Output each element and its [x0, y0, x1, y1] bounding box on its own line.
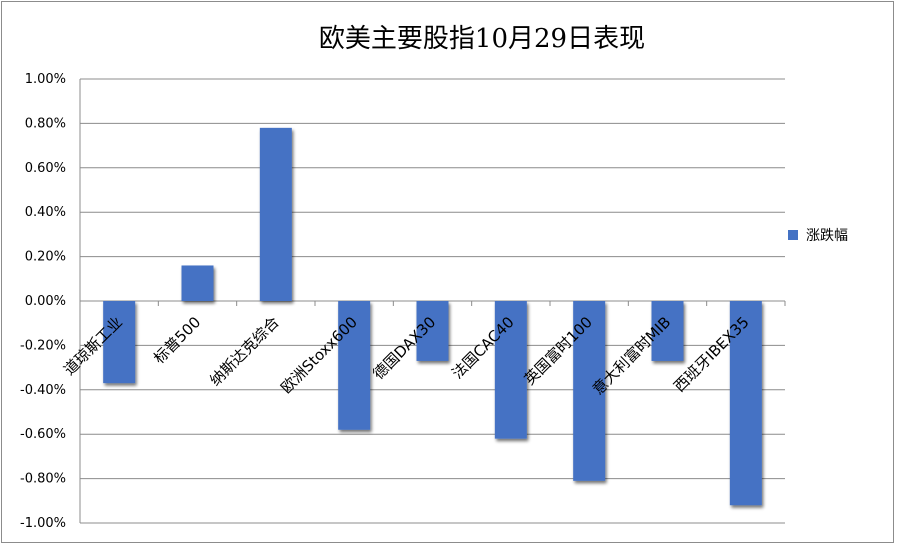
bar-8	[651, 301, 684, 361]
bar-5	[416, 301, 449, 361]
legend-label: 涨跌幅	[806, 228, 848, 244]
category-label: 标普500	[150, 313, 204, 367]
bar-layer	[103, 127, 762, 506]
y-tick-label: -0.20%	[20, 338, 66, 353]
bar-7	[573, 301, 606, 481]
y-tick-label: -0.80%	[20, 472, 66, 487]
y-tick-label: -0.60%	[20, 427, 66, 442]
chart-title: 欧美主要股指10月29日表现	[318, 24, 646, 54]
grid-layer	[79, 78, 786, 524]
y-tick-label: -0.40%	[20, 383, 66, 398]
bar-9	[729, 301, 762, 506]
bar-2	[181, 265, 214, 301]
y-tick-label: 0.40%	[25, 205, 66, 220]
y-tick-label: -1.00%	[20, 516, 66, 531]
category-label: 纳斯达克综合	[206, 313, 282, 389]
bar-6	[494, 301, 527, 439]
bar-1	[103, 301, 136, 384]
y-tick-label: 0.00%	[25, 294, 66, 309]
y-tick-label: 0.80%	[25, 116, 66, 131]
legend: 涨跌幅	[788, 225, 848, 245]
y-axis-ticks: 1.00% 0.80% 0.60% 0.40% 0.20% 0.00% -0.20% -0.4…	[20, 72, 66, 531]
y-tick-label: 0.20%	[25, 250, 66, 265]
legend-swatch	[788, 230, 798, 240]
bar-4	[338, 301, 371, 430]
y-tick-label: 0.60%	[25, 161, 66, 176]
bar-3	[259, 127, 292, 301]
y-tick-label: 1.00%	[25, 72, 66, 87]
